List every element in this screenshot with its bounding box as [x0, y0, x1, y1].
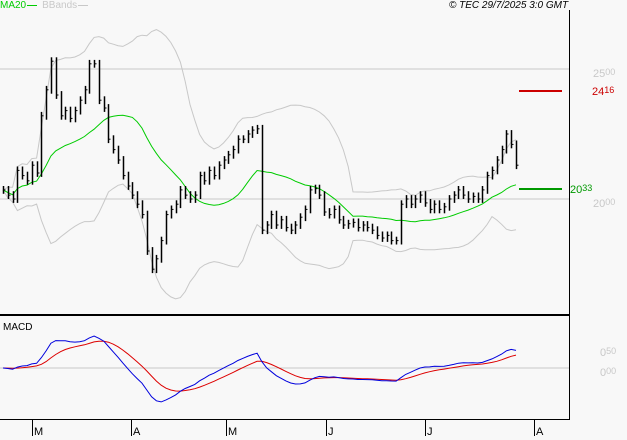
- legend-bbands: BBands: [42, 0, 78, 11]
- legend-bbands-swatch: [78, 4, 89, 6]
- ma20-line: [2, 114, 517, 223]
- copyright: © TEC 29/7/2025 3:0 GMT: [449, 0, 569, 11]
- bband-lower: [2, 183, 517, 300]
- legend-ma20: MA20: [0, 0, 27, 11]
- ma20-value-label: 2033: [570, 183, 593, 197]
- macd-tick-label: 050: [600, 346, 617, 360]
- month-label: A: [536, 426, 544, 438]
- month-label: J: [328, 426, 334, 438]
- macd-title: MACD: [3, 322, 33, 333]
- macd-tick-label: 000: [600, 366, 617, 380]
- macd-line: [2, 335, 517, 403]
- month-label: J: [427, 426, 433, 438]
- price-tick-label: 2500: [593, 67, 616, 81]
- bband-upper: [2, 29, 517, 196]
- price-tick-label: 2000: [593, 197, 616, 211]
- legend: MA20 BBands: [0, 0, 89, 11]
- month-label: M: [228, 426, 238, 438]
- macd-signal-line: [2, 340, 517, 392]
- resistance-label: 2416: [592, 85, 615, 99]
- month-label: M: [34, 426, 44, 438]
- legend-ma20-swatch: [27, 4, 38, 6]
- month-label: A: [133, 426, 141, 438]
